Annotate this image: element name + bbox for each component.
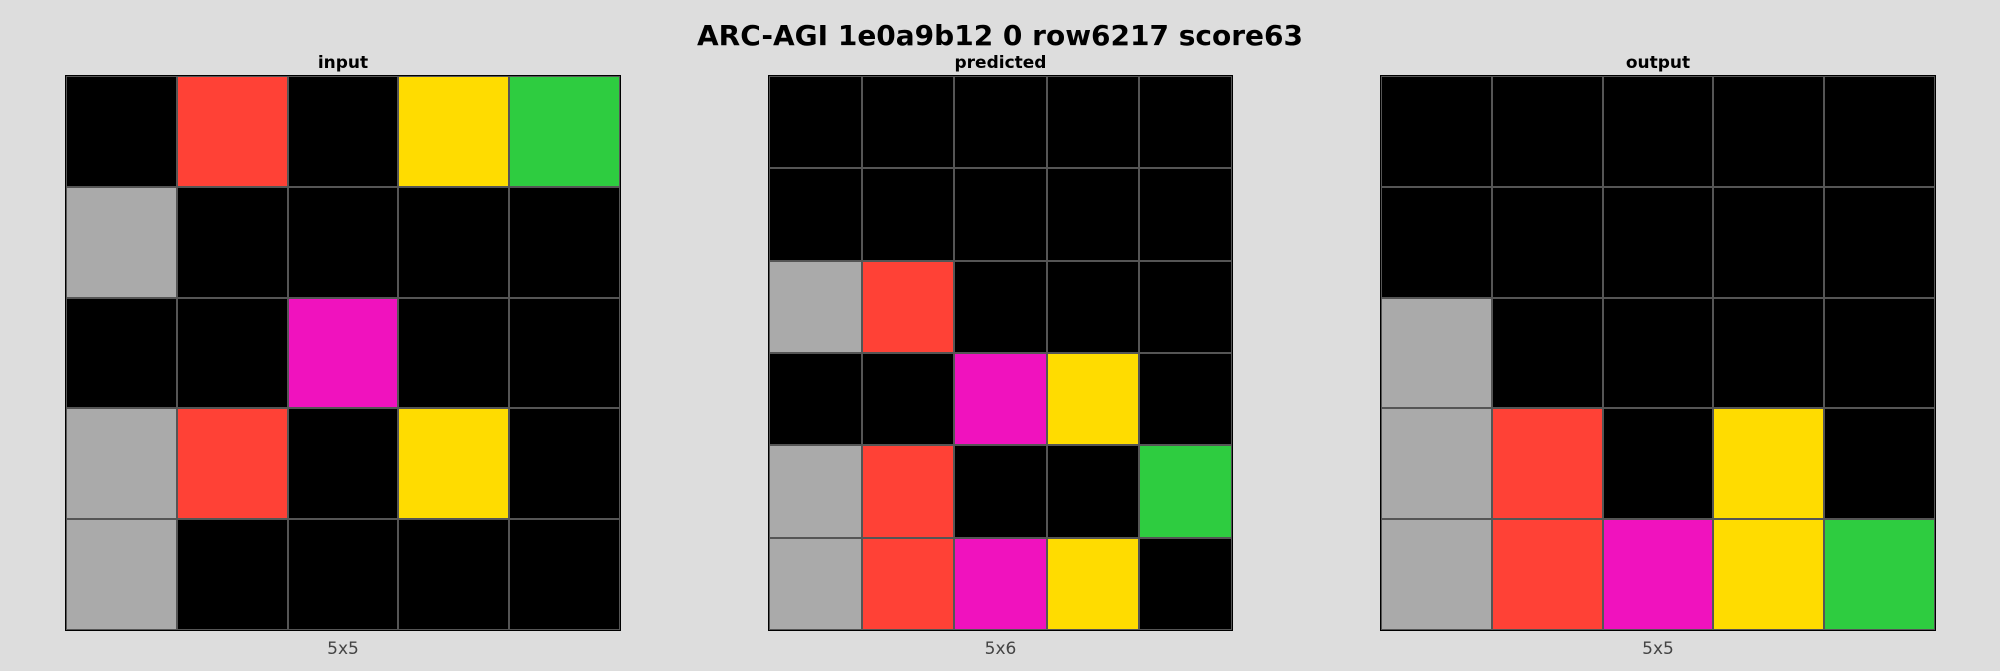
predicted-cell-r3-c4 — [1139, 353, 1232, 446]
input-cell-r2-c2 — [287, 297, 399, 409]
predicted-cell-r4-c4 — [1139, 445, 1232, 538]
input-cell-r4-c4 — [509, 519, 620, 630]
predicted-cell-r1-c1 — [861, 168, 955, 261]
output-cell-r1-c4 — [1824, 186, 1935, 298]
output-cell-r4-c2 — [1602, 519, 1714, 630]
output-cell-r2-c0 — [1381, 297, 1492, 409]
panel-title: predicted — [954, 53, 1047, 73]
output-cell-r2-c1 — [1491, 297, 1603, 409]
input-cell-r0-c1 — [176, 76, 288, 187]
predicted-cell-r0-c2 — [954, 76, 1047, 169]
predicted-cell-r4-c2 — [954, 445, 1047, 538]
input-cell-r3-c2 — [287, 408, 399, 520]
predicted-cell-r2-c2 — [954, 260, 1047, 353]
figure-title: ARC-AGI 1e0a9b12 0 row6217 score63 — [696, 19, 1304, 52]
input-cell-r4-c1 — [176, 519, 288, 630]
predicted-grid — [768, 75, 1233, 631]
predicted-panel: predicted 5x6 — [768, 53, 1233, 668]
input-cell-r2-c4 — [509, 297, 620, 409]
input-cell-r3-c1 — [176, 408, 288, 520]
predicted-cell-r1-c2 — [954, 168, 1047, 261]
input-cell-r3-c3 — [398, 408, 510, 520]
grid-dimensions: 5x5 — [1642, 639, 1674, 659]
input-cell-r0-c4 — [509, 76, 620, 187]
input-panel: input 5x5 — [65, 53, 621, 668]
panel-title: input — [317, 53, 369, 73]
predicted-cell-r5-c1 — [861, 537, 955, 630]
predicted-cell-r5-c0 — [769, 537, 862, 630]
predicted-cell-r3-c3 — [1046, 353, 1140, 446]
output-cell-r1-c3 — [1713, 186, 1825, 298]
output-cell-r4-c0 — [1381, 519, 1492, 630]
input-cell-r1-c0 — [66, 186, 177, 298]
predicted-cell-r3-c1 — [861, 353, 955, 446]
input-cell-r4-c2 — [287, 519, 399, 630]
output-cell-r1-c1 — [1491, 186, 1603, 298]
output-cell-r0-c0 — [1381, 76, 1492, 187]
output-cell-r0-c2 — [1602, 76, 1714, 187]
output-cell-r3-c2 — [1602, 408, 1714, 520]
predicted-cell-r4-c0 — [769, 445, 862, 538]
output-cell-r0-c3 — [1713, 76, 1825, 187]
predicted-cell-r1-c4 — [1139, 168, 1232, 261]
input-cell-r3-c0 — [66, 408, 177, 520]
output-cell-r2-c3 — [1713, 297, 1825, 409]
predicted-cell-r1-c0 — [769, 168, 862, 261]
predicted-cell-r5-c2 — [954, 537, 1047, 630]
predicted-cell-r2-c4 — [1139, 260, 1232, 353]
output-grid — [1380, 75, 1936, 631]
output-cell-r2-c4 — [1824, 297, 1935, 409]
predicted-cell-r4-c1 — [861, 445, 955, 538]
predicted-cell-r0-c0 — [769, 76, 862, 169]
output-cell-r0-c1 — [1491, 76, 1603, 187]
input-cell-r4-c3 — [398, 519, 510, 630]
input-cell-r2-c3 — [398, 297, 510, 409]
predicted-cell-r5-c4 — [1139, 537, 1232, 630]
output-cell-r3-c4 — [1824, 408, 1935, 520]
predicted-cell-r0-c4 — [1139, 76, 1232, 169]
output-cell-r3-c1 — [1491, 408, 1603, 520]
input-cell-r1-c1 — [176, 186, 288, 298]
output-cell-r3-c0 — [1381, 408, 1492, 520]
predicted-cell-r4-c3 — [1046, 445, 1140, 538]
input-cell-r2-c0 — [66, 297, 177, 409]
input-cell-r0-c0 — [66, 76, 177, 187]
input-cell-r1-c3 — [398, 186, 510, 298]
output-cell-r1-c2 — [1602, 186, 1714, 298]
input-cell-r4-c0 — [66, 519, 177, 630]
output-cell-r4-c1 — [1491, 519, 1603, 630]
output-panel: output 5x5 — [1380, 53, 1936, 668]
output-cell-r4-c4 — [1824, 519, 1935, 630]
grid-dimensions: 5x6 — [984, 639, 1017, 659]
input-cell-r2-c1 — [176, 297, 288, 409]
grid-dimensions: 5x5 — [327, 639, 359, 659]
predicted-cell-r5-c3 — [1046, 537, 1140, 630]
predicted-cell-r3-c0 — [769, 353, 862, 446]
output-cell-r3-c3 — [1713, 408, 1825, 520]
predicted-cell-r2-c3 — [1046, 260, 1140, 353]
output-cell-r4-c3 — [1713, 519, 1825, 630]
output-cell-r0-c4 — [1824, 76, 1935, 187]
predicted-cell-r3-c2 — [954, 353, 1047, 446]
output-cell-r1-c0 — [1381, 186, 1492, 298]
input-cell-r0-c2 — [287, 76, 399, 187]
predicted-cell-r2-c1 — [861, 260, 955, 353]
predicted-cell-r2-c0 — [769, 260, 862, 353]
input-cell-r3-c4 — [509, 408, 620, 520]
predicted-cell-r1-c3 — [1046, 168, 1140, 261]
input-cell-r1-c2 — [287, 186, 399, 298]
output-cell-r2-c2 — [1602, 297, 1714, 409]
panel-title: output — [1625, 53, 1691, 73]
predicted-cell-r0-c1 — [861, 76, 955, 169]
predicted-cell-r0-c3 — [1046, 76, 1140, 169]
input-cell-r1-c4 — [509, 186, 620, 298]
input-grid — [65, 75, 621, 631]
input-cell-r0-c3 — [398, 76, 510, 187]
